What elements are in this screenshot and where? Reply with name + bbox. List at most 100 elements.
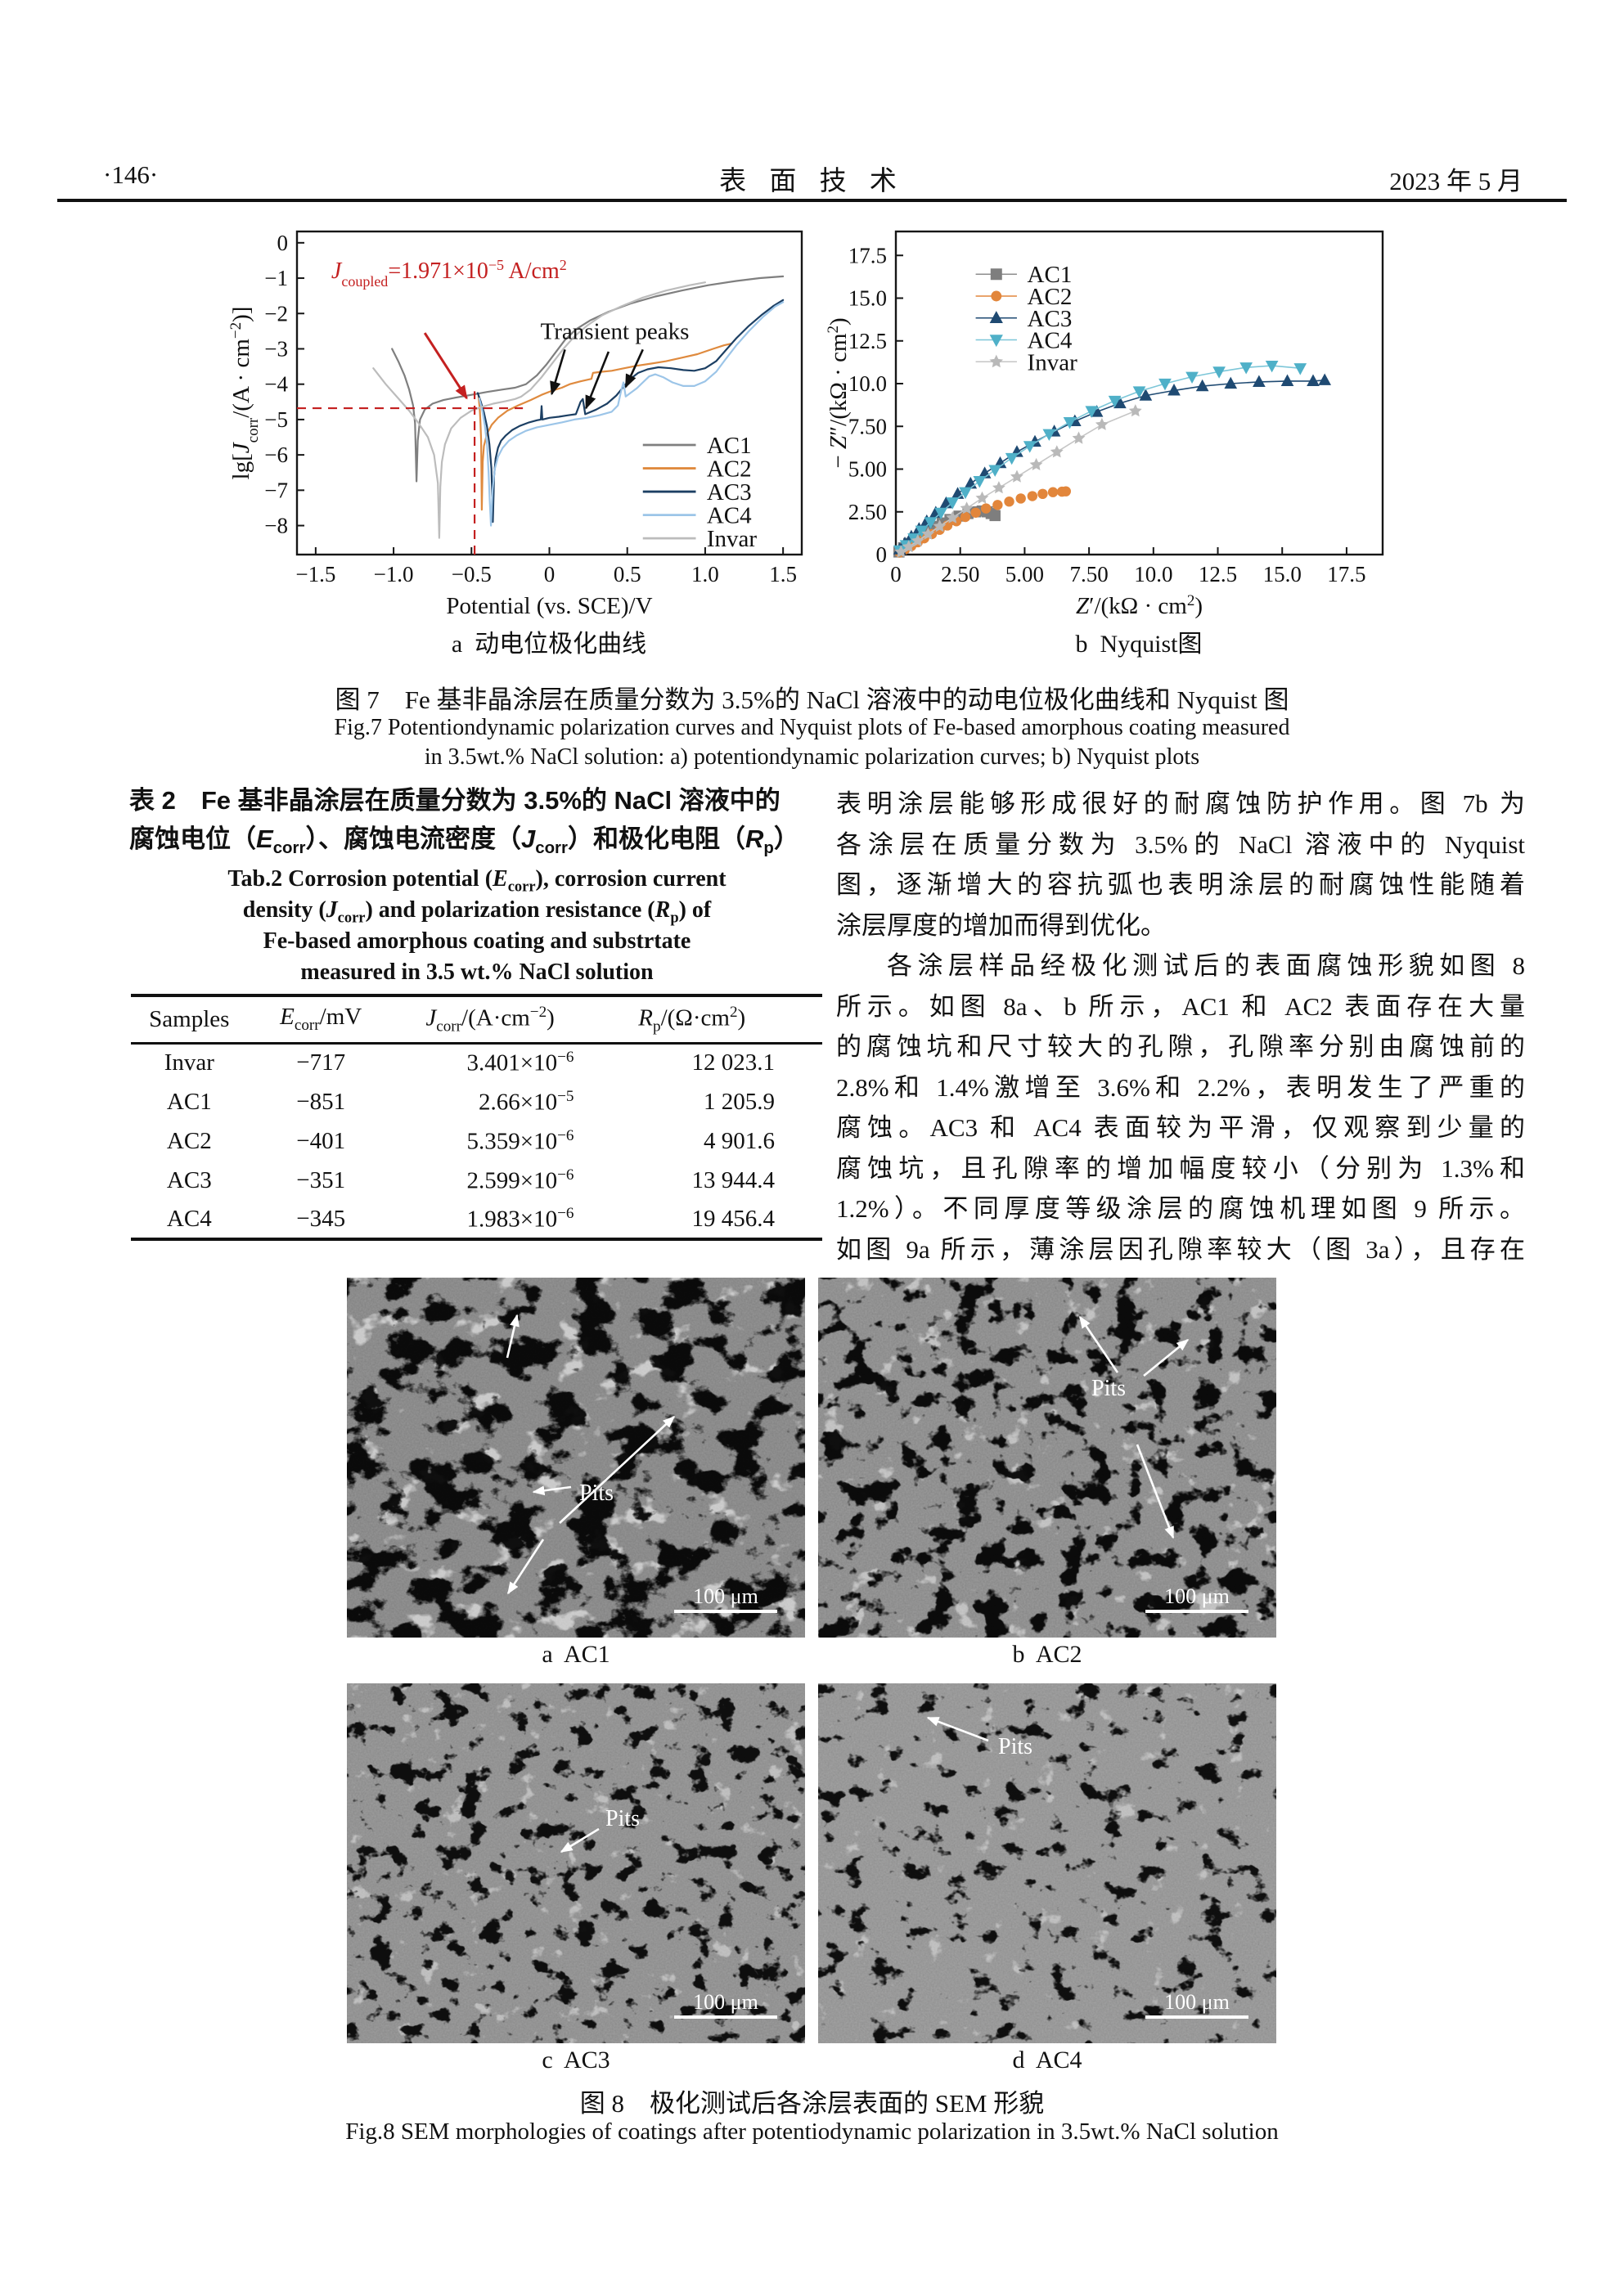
table-cell: AC4: [166, 1205, 212, 1232]
table-cell: −717: [296, 1049, 346, 1076]
table-header-row: Samples Ecorr/mV Jcorr/(A·cm−2) Rp/(Ω·cm…: [131, 995, 822, 1043]
svg-text:Invar: Invar: [1028, 349, 1078, 375]
svg-text:15.0: 15.0: [1263, 562, 1302, 586]
body-text-line: 涂层厚度的增加而得到优化。: [836, 910, 1166, 940]
col-header-jcorr: Jcorr/(A·cm−2): [425, 1003, 555, 1035]
svg-text:−0.5: −0.5: [452, 562, 492, 586]
svg-text:Transient peaks: Transient peaks: [541, 318, 690, 344]
body-text-line: 所示。如图 8a、b 所示，AC1 和 AC2 表面存在大量: [836, 991, 1525, 1021]
table-cell: 1 205.9: [704, 1088, 775, 1115]
pits-label: Pits: [605, 1806, 640, 1831]
scalebar-label: 100 μm: [1164, 1990, 1230, 2014]
svg-text:−8: −8: [264, 514, 288, 538]
svg-text:7.50: 7.50: [1069, 562, 1108, 586]
pits-annotation: [926, 1716, 989, 1742]
table-cell: 4 901.6: [704, 1127, 775, 1154]
body-text-line: 各涂层在质量分数为 3.5%的 NaCl 溶液中的 Nyquist: [836, 829, 1525, 859]
svg-text:17.5: 17.5: [1327, 562, 1365, 586]
svg-text:AC2: AC2: [707, 456, 752, 483]
svg-text:0: 0: [890, 562, 902, 586]
svg-text:12.5: 12.5: [848, 329, 887, 353]
svg-text:− Z″/(kΩ · cm2): − Z″/(kΩ · cm2): [825, 317, 852, 468]
svg-text:AC3: AC3: [1028, 306, 1073, 332]
col-header-ecorr: Ecorr/mV: [280, 1004, 362, 1035]
svg-text:7.50: 7.50: [848, 414, 887, 438]
table-cell: 1.983×10−6: [466, 1204, 574, 1233]
sem-caption-d: d AC4: [1012, 2047, 1082, 2074]
col-header-samples: Samples: [149, 1005, 230, 1032]
svg-text:0: 0: [544, 562, 556, 586]
journal-title: 表 面 技 术: [719, 167, 905, 196]
body-text-line: 的腐蚀坑和尺寸较大的孔隙，孔隙率分别由腐蚀前的: [836, 1032, 1525, 1061]
figure8-caption-cn: 图 8 极化测试后各涂层表面的 SEM 形貌: [579, 2089, 1045, 2118]
scalebar-label: 100 μm: [693, 1584, 758, 1608]
svg-text:−1: −1: [264, 266, 288, 290]
table-row: AC3 −351 2.599×10−6 13 944.4: [131, 1161, 822, 1200]
body-text-line: 腐蚀坑，且孔隙率的增加幅度较小（分别为 1.3%和: [836, 1153, 1525, 1183]
table2-title-en-line3: Fe-based amorphous coating and substrtat…: [263, 928, 691, 954]
table-cell: 3.401×10−6: [466, 1049, 574, 1077]
table2: Samples Ecorr/mV Jcorr/(A·cm−2) Rp/(Ω·cm…: [131, 994, 822, 1241]
table-cell: 5.359×10−6: [466, 1126, 574, 1155]
svg-text:Invar: Invar: [707, 526, 758, 552]
svg-text:17.5: 17.5: [848, 243, 887, 267]
svg-text:1.0: 1.0: [691, 562, 719, 586]
table-cell: −401: [296, 1127, 346, 1154]
svg-text:10.0: 10.0: [848, 371, 887, 396]
body-text-line: 各涂层样品经极化测试后的表面腐蚀形貌如图 8: [887, 951, 1525, 980]
body-text-line: 图，逐渐增大的容抗弧也表明涂层的耐腐蚀性能随着: [836, 870, 1525, 899]
body-text-line: 如图 9a 所示，薄涂层因孔隙率较大（图 3a），且存在: [836, 1234, 1525, 1264]
svg-text:0: 0: [876, 542, 888, 567]
sem-caption-c: c AC3: [542, 2047, 610, 2074]
svg-text:−2: −2: [264, 301, 288, 326]
svg-text:0: 0: [277, 231, 289, 255]
scalebar: [1145, 1610, 1248, 1613]
nyquist-chart: 00 2.50 2.50 5.00 5.00 7.50 7.50 10.0 10.0 12.5 12…: [825, 230, 1384, 619]
svg-text:−3: −3: [264, 336, 288, 361]
table2-title-en-line1: Tab.2 Corrosion potential (Ecorr), corro…: [227, 866, 727, 895]
pits-annotation: [560, 1827, 600, 1853]
body-text-column: 表明涂层能够形成很好的耐腐蚀防护作用。图 7b 为各涂层在质量分数为 3.5%的…: [836, 784, 1525, 1269]
panel-a-caption: a 动电位极化曲线: [451, 631, 647, 658]
svg-text:AC3: AC3: [707, 479, 752, 505]
svg-text:AC2: AC2: [1028, 284, 1073, 310]
table-cell: 2.66×10−5: [479, 1087, 574, 1116]
svg-text:AC1: AC1: [707, 433, 752, 459]
issue-date: 2023 年 5 月: [1389, 167, 1523, 195]
svg-text:−7: −7: [264, 478, 288, 502]
svg-text:−1.5: −1.5: [295, 562, 335, 586]
svg-text:−1.0: −1.0: [374, 562, 414, 586]
svg-text:12.5: 12.5: [1199, 562, 1237, 586]
polarization-chart: −1.5 −1.0 −0.5 0 0.5 1.0 1.5 0 −1 −2 −3 −4 −5 −6 −7 −8 J…: [227, 230, 803, 619]
figure8-caption-en: Fig.8 SEM morphologies of coatings after…: [345, 2119, 1279, 2145]
table-cell: AC1: [166, 1088, 212, 1115]
pits-annotation: [1078, 1315, 1190, 1539]
sem-image-ac2: Pits 100 μm: [818, 1278, 1276, 1638]
svg-text:1.5: 1.5: [769, 562, 797, 586]
svg-text:10.0: 10.0: [1134, 562, 1172, 586]
table-cell: 19 456.4: [691, 1205, 776, 1232]
svg-text:15.0: 15.0: [848, 286, 887, 311]
pits-label: Pits: [579, 1480, 614, 1506]
figure7-caption-en2: in 3.5wt.% NaCl solution: a) potentiondy…: [424, 744, 1200, 770]
sem-caption-b: b AC2: [1012, 1641, 1082, 1668]
body-text-line: 1.2%）。不同厚度等级涂层的腐蚀机理如图 9 所示。: [836, 1194, 1525, 1223]
svg-text:−4: −4: [264, 372, 288, 397]
table2-title-en-line2: density (Jcorr) and polarization resista…: [242, 897, 712, 926]
pits-label: Pits: [998, 1734, 1032, 1759]
scalebar: [674, 2015, 777, 2019]
body-text-line: 表明涂层能够形成很好的耐腐蚀防护作用。图 7b 为: [836, 789, 1525, 818]
table2-title-en-line4: measured in 3.5 wt.% NaCl solution: [300, 959, 654, 985]
scalebar: [1145, 2015, 1248, 2019]
svg-text:AC4: AC4: [707, 503, 752, 529]
table-cell: AC3: [166, 1166, 212, 1193]
col-header-rp: Rp/(Ω·cm2): [638, 1003, 746, 1035]
sem-caption-a: a AC1: [542, 1641, 610, 1668]
table-cell: 2.599×10−6: [466, 1166, 574, 1194]
svg-text:Jcoupled=1.971×10−5 A/cm2: Jcoupled=1.971×10−5 A/cm2: [331, 257, 567, 290]
body-text-line: 腐蚀。AC3 和 AC4 表面较为平滑，仅观察到少量的: [836, 1113, 1525, 1142]
table-cell: Invar: [164, 1049, 214, 1076]
table-cell: 12 023.1: [691, 1049, 776, 1076]
sem-image-ac1: Pits 100 μm: [347, 1278, 805, 1638]
